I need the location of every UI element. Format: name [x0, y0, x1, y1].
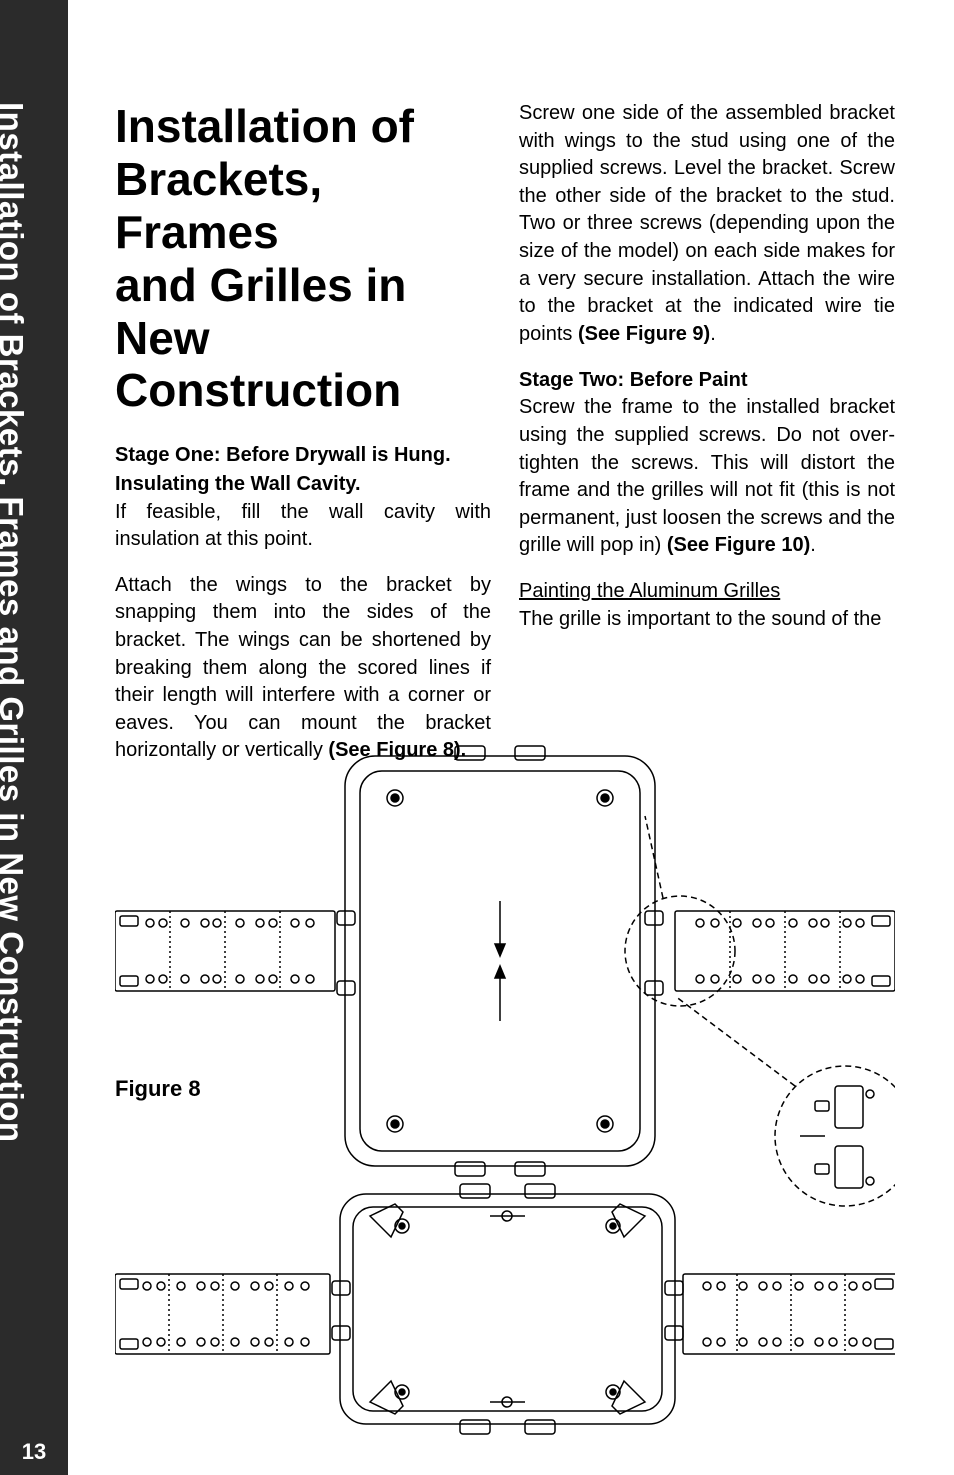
right-column: Screw one side of the assembled bracket …	[519, 100, 895, 783]
stage1-heading-line2: Insulating the Wall Cavity.	[115, 473, 361, 495]
main-heading: Installation of Brackets, Frames and Gri…	[115, 100, 491, 417]
stage1-heading-line1: Stage One: Before Drywall is Hung.	[115, 444, 451, 466]
para1-ref: (See Figure 9)	[578, 323, 710, 345]
period: .	[710, 323, 716, 345]
sidebar: Installation of Brackets, Frames and Gri…	[0, 0, 68, 1475]
para-screw: Screw one side of the assembled bracket …	[519, 100, 895, 348]
text-columns: Installation of Brackets, Frames and Gri…	[115, 100, 895, 783]
stage-one-heading: Stage One: Before Drywall is Hung. Insul…	[115, 441, 491, 553]
stage-two-heading: Stage Two: Before Paint	[519, 366, 895, 394]
painting-subheading-block: Painting the Aluminum Grilles The grille…	[519, 578, 895, 633]
heading-line-3: and Grilles in New	[115, 259, 406, 364]
heading-line-2: Brackets, Frames	[115, 153, 322, 258]
sidebar-vertical-title: Installation of Brackets, Frames and Gri…	[0, 102, 30, 1272]
page-number: 13	[0, 1439, 68, 1465]
figure-8-diagram	[115, 736, 895, 1456]
para2-text: Attach the wings to the bracket by snapp…	[115, 574, 491, 762]
heading-line-4: Construction	[115, 364, 401, 416]
page-content: Installation of Brackets, Frames and Gri…	[115, 100, 895, 783]
stage2-para: Screw the frame to the installed bracket…	[519, 394, 895, 560]
period2: .	[810, 534, 816, 556]
painting-subheading: Painting the Aluminum Grilles	[519, 580, 780, 602]
stage2-text: Screw the frame to the installed bracket…	[519, 396, 895, 556]
para1-text: Screw one side of the assembled bracket …	[519, 102, 895, 345]
heading-line-1: Installation of	[115, 100, 414, 152]
stage1-para: If feasible, fill the wall cavity with i…	[115, 501, 491, 551]
left-column: Installation of Brackets, Frames and Gri…	[115, 100, 491, 783]
para3-text: The grille is important to the sound of …	[519, 608, 881, 630]
stage2-ref: (See Figure 10)	[667, 534, 810, 556]
